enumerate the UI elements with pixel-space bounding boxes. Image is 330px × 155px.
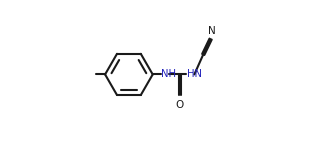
Text: O: O bbox=[175, 100, 183, 110]
Text: NH: NH bbox=[161, 69, 176, 79]
Text: HN: HN bbox=[187, 69, 202, 79]
Text: N: N bbox=[208, 26, 215, 36]
